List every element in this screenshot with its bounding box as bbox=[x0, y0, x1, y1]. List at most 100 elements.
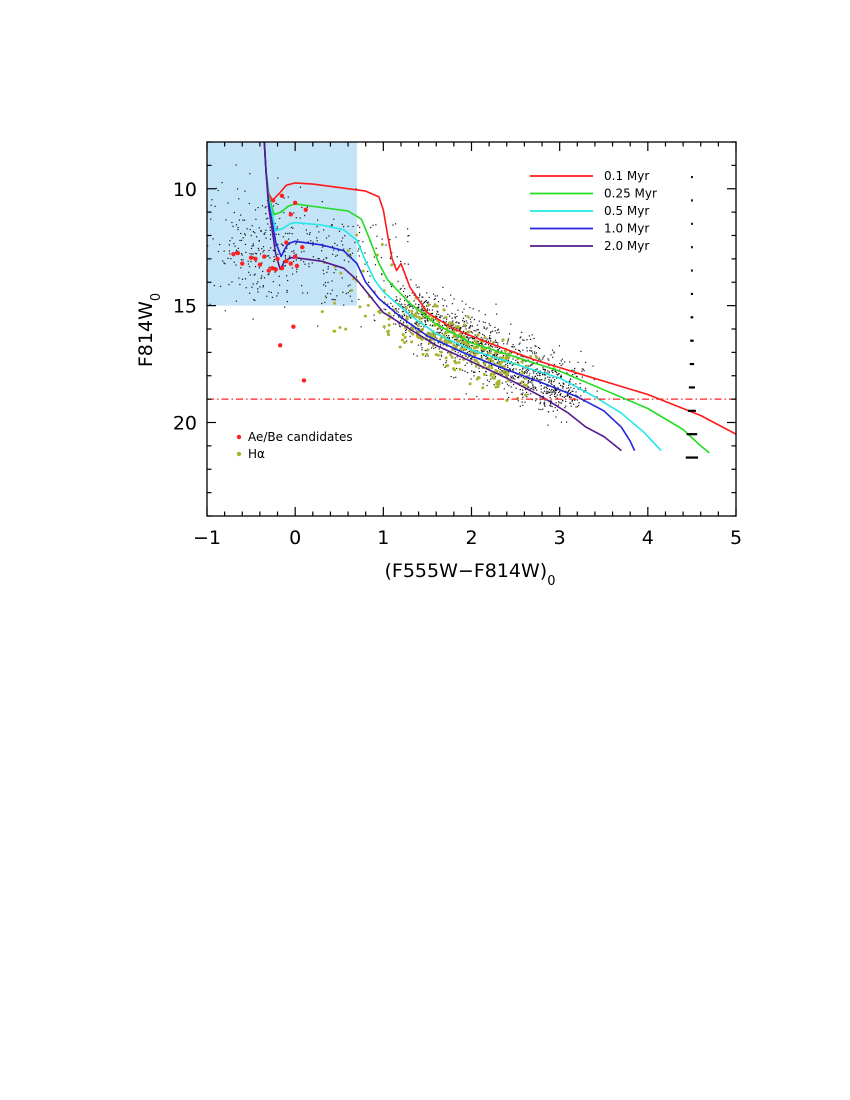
field-star bbox=[474, 352, 476, 354]
field-star bbox=[518, 349, 521, 352]
field-star bbox=[435, 346, 437, 349]
field-star bbox=[238, 198, 240, 200]
field-star bbox=[513, 346, 515, 348]
field-star bbox=[550, 354, 552, 356]
field-star bbox=[557, 404, 559, 406]
field-star bbox=[558, 373, 560, 375]
field-star bbox=[383, 280, 385, 282]
field-star bbox=[420, 300, 423, 302]
field-star bbox=[254, 299, 256, 302]
field-star bbox=[273, 260, 275, 262]
field-star bbox=[260, 277, 262, 279]
field-star bbox=[401, 315, 403, 317]
field-star bbox=[532, 384, 534, 386]
field-star bbox=[265, 229, 267, 231]
field-star bbox=[462, 325, 464, 327]
halpha-point bbox=[460, 340, 464, 344]
field-star bbox=[244, 233, 246, 235]
isochrone-2 bbox=[263, 142, 662, 452]
field-star bbox=[501, 350, 503, 352]
field-star bbox=[578, 402, 580, 404]
field-star bbox=[269, 229, 271, 231]
field-star bbox=[549, 391, 551, 393]
field-star bbox=[426, 308, 428, 310]
field-star bbox=[495, 353, 497, 355]
field-star bbox=[534, 375, 536, 377]
field-star bbox=[284, 232, 287, 235]
field-star bbox=[257, 288, 259, 290]
field-star bbox=[428, 339, 430, 341]
field-star bbox=[280, 243, 283, 245]
field-star bbox=[295, 259, 297, 261]
field-star bbox=[498, 331, 500, 334]
halpha-point bbox=[452, 343, 456, 347]
field-star bbox=[438, 332, 440, 334]
field-star bbox=[235, 249, 238, 251]
field-star bbox=[473, 329, 475, 332]
field-star bbox=[501, 373, 503, 375]
field-star bbox=[521, 394, 523, 396]
field-star bbox=[416, 330, 418, 332]
field-star bbox=[289, 232, 291, 234]
field-star bbox=[336, 254, 338, 256]
field-star bbox=[522, 356, 524, 358]
field-star bbox=[575, 383, 577, 385]
field-star bbox=[431, 312, 434, 314]
halpha-point bbox=[453, 335, 457, 339]
field-star bbox=[410, 327, 412, 329]
field-star bbox=[556, 397, 558, 399]
field-star bbox=[227, 202, 229, 204]
field-star bbox=[531, 379, 533, 381]
field-star bbox=[268, 291, 270, 293]
field-star bbox=[579, 382, 581, 385]
halpha-point bbox=[476, 333, 480, 337]
field-star bbox=[467, 339, 470, 341]
field-star bbox=[336, 244, 338, 246]
field-star bbox=[489, 344, 492, 347]
field-star bbox=[478, 310, 480, 312]
halpha-point bbox=[421, 315, 425, 319]
field-star bbox=[568, 380, 570, 382]
field-star bbox=[551, 405, 553, 408]
field-star bbox=[438, 332, 441, 334]
field-star bbox=[334, 299, 336, 301]
field-star bbox=[555, 402, 557, 404]
field-star bbox=[400, 260, 402, 262]
field-star bbox=[490, 350, 492, 352]
field-star bbox=[434, 336, 436, 339]
field-star bbox=[402, 285, 404, 287]
field-star bbox=[370, 227, 372, 229]
field-star bbox=[289, 211, 291, 213]
halpha-point bbox=[463, 348, 467, 352]
field-star bbox=[485, 328, 487, 330]
field-star bbox=[472, 308, 474, 310]
field-star bbox=[565, 400, 567, 403]
field-star bbox=[526, 368, 528, 371]
field-star bbox=[491, 364, 493, 367]
field-star bbox=[384, 296, 386, 298]
field-star bbox=[449, 315, 451, 317]
field-star bbox=[535, 373, 538, 375]
field-star bbox=[239, 239, 241, 242]
field-star bbox=[454, 313, 456, 315]
field-star bbox=[255, 260, 257, 263]
halpha-point bbox=[520, 380, 524, 384]
field-star bbox=[509, 369, 512, 371]
field-star bbox=[495, 303, 497, 305]
field-star bbox=[535, 352, 538, 354]
halpha-point bbox=[521, 371, 525, 375]
field-star bbox=[490, 360, 492, 362]
field-star bbox=[542, 408, 544, 410]
field-star bbox=[287, 196, 289, 198]
field-star bbox=[481, 342, 483, 344]
field-star bbox=[469, 307, 471, 309]
field-star bbox=[460, 335, 462, 337]
field-star bbox=[272, 249, 275, 252]
field-star bbox=[554, 407, 556, 409]
field-star bbox=[418, 286, 420, 288]
halpha-point bbox=[387, 323, 391, 327]
field-star bbox=[555, 396, 557, 398]
halpha-point bbox=[454, 325, 458, 329]
field-star bbox=[497, 342, 499, 344]
field-star bbox=[374, 320, 376, 322]
